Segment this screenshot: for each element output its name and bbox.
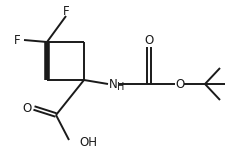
Text: F: F xyxy=(14,34,20,46)
Text: F: F xyxy=(63,4,69,17)
Text: H: H xyxy=(117,82,125,92)
Text: N: N xyxy=(109,78,117,90)
Text: O: O xyxy=(144,34,154,46)
Text: O: O xyxy=(175,78,185,90)
Text: OH: OH xyxy=(79,136,97,150)
Text: O: O xyxy=(22,101,32,115)
